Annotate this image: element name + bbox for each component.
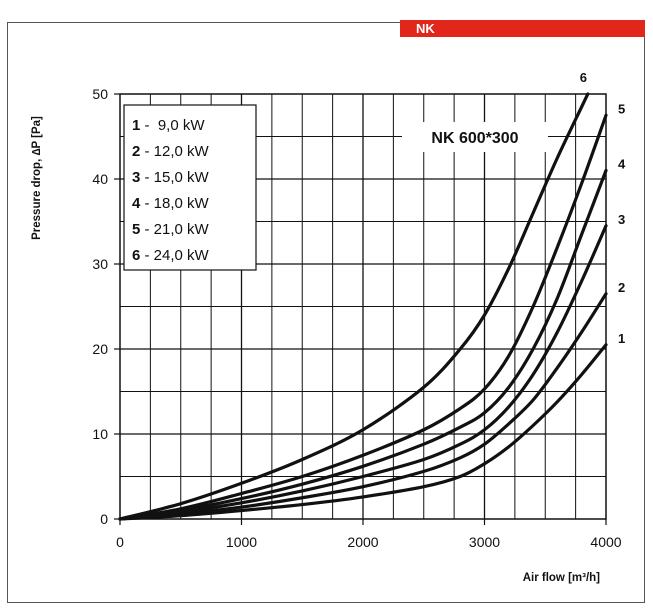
x-tick-label: 2000 <box>347 534 378 550</box>
x-tick-label: 0 <box>116 534 124 550</box>
x-tick-label: 1000 <box>226 534 257 550</box>
y-axis-title: Pressure drop, ∆P [Pa] <box>31 116 43 240</box>
model-label-bg <box>402 122 548 152</box>
y-tick-label: 20 <box>92 341 108 357</box>
chart-axes: 0 1000 2000 3000 4000 0 10 20 30 40 50 <box>92 86 621 550</box>
legend-entry-4: 4 - 18,0 kW <box>132 195 210 212</box>
curve-6 <box>118 92 590 521</box>
x-tick-label: 3000 <box>469 534 500 550</box>
y-tick-label: 30 <box>92 256 108 272</box>
curve-label-6: 6 <box>580 70 587 85</box>
chart-grid <box>120 94 606 519</box>
legend-entry-1: 1 - 9,0 kW <box>132 117 205 134</box>
curve-2 <box>118 292 608 521</box>
legend: 1 - 9,0 kW 2 - 12,0 kW 3 - 15,0 kW 4 - 1… <box>123 104 257 271</box>
curve-label-5: 5 <box>618 101 625 116</box>
curve-labels: 1 2 3 4 5 6 <box>580 70 626 346</box>
curve-3 <box>118 224 608 521</box>
legend-entry-3: 3 - 15,0 kW <box>132 169 210 186</box>
y-tick-label: 40 <box>92 171 108 187</box>
y-tick-label: 10 <box>92 426 108 442</box>
model-label: NK 600*300 <box>431 130 518 147</box>
y-tick-label: 50 <box>92 86 108 102</box>
curve-1 <box>118 343 608 521</box>
curve-label-2: 2 <box>618 280 625 295</box>
curve-label-3: 3 <box>618 212 625 227</box>
legend-entry-5: 5 - 21,0 kW <box>132 221 210 238</box>
curve-5 <box>118 113 608 521</box>
legend-box <box>123 104 257 271</box>
curve-label-1: 1 <box>618 331 625 346</box>
chart-frame <box>7 22 645 603</box>
y-tick-label: 0 <box>100 511 108 527</box>
curve-label-4: 4 <box>618 157 626 172</box>
chart-curves <box>118 92 608 521</box>
nk-tab: NK <box>400 20 645 37</box>
legend-entry-2: 2 - 12,0 kW <box>132 143 210 160</box>
x-tick-label: 4000 <box>590 534 621 550</box>
x-axis-title: Air flow [m³/h] <box>523 572 600 584</box>
legend-entry-6: 6 - 24,0 kW <box>132 247 210 264</box>
curve-4 <box>118 168 608 521</box>
